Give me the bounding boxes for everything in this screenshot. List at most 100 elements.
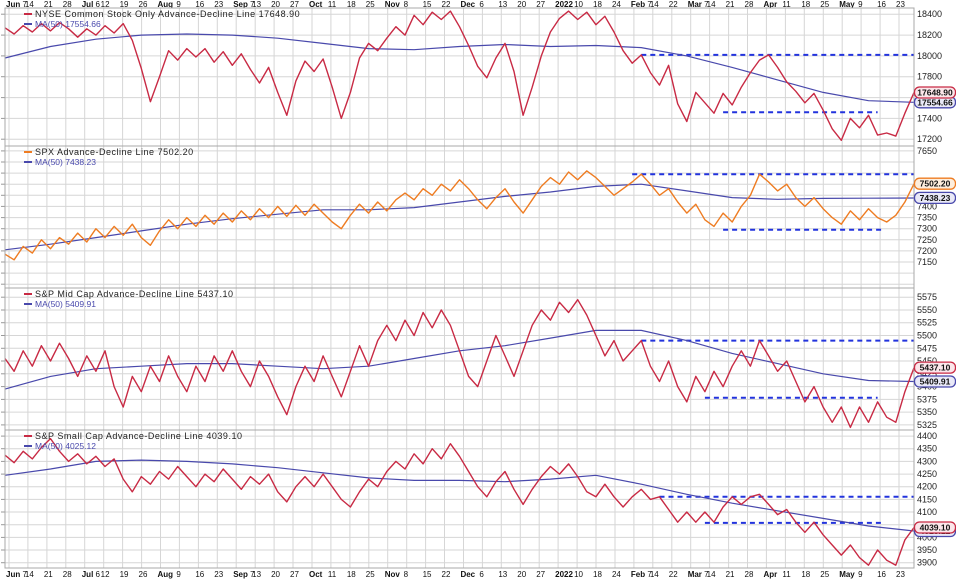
x-tick-label: 23	[896, 0, 905, 9]
y-tick-label: 4400	[917, 431, 937, 441]
x-tick-label: 18	[346, 0, 356, 9]
y-tick-label: 7650	[917, 146, 937, 156]
top-date-axis: Jun 7 14 21 28 Jul 6 12 19 26 Aug 9 16 23 Sep 7 13 20 2…	[0, 0, 956, 10]
x-tick-label: 9	[176, 0, 181, 9]
x-tick-label: 8	[403, 0, 409, 9]
ma50-line	[4, 183, 915, 251]
legend-ma-label: MA(50) 7438.23	[24, 158, 194, 167]
y-tick-label: 7200	[917, 246, 937, 256]
x-tick-label: 14	[24, 570, 34, 579]
x-tick-label: 25	[365, 0, 375, 9]
legend-series-label: NYSE Common Stock Only Advance-Decline L…	[24, 10, 300, 19]
x-tick-label: 18	[801, 570, 811, 579]
x-tick-label: 18	[801, 0, 811, 9]
ma-swatch-icon	[24, 445, 32, 447]
x-tick-label: 9	[858, 0, 863, 9]
y-tick-label: 4300	[917, 456, 937, 466]
x-tick-label: 23	[214, 570, 224, 579]
x-tick-label: May	[839, 0, 855, 9]
panel-legend: NYSE Common Stock Only Advance-Decline L…	[24, 10, 300, 29]
legend-series-label: SPX Advance-Decline Line 7502.20	[24, 148, 194, 157]
x-tick-label: 21	[725, 570, 735, 579]
x-tick-label: 28	[62, 0, 72, 9]
y-tick-label: 17200	[917, 134, 942, 144]
x-tick-label: 2022	[555, 570, 573, 579]
y-tick-label: 5500	[917, 331, 937, 341]
x-tick-label: 27	[536, 570, 546, 579]
y-tick-label: 4250	[917, 469, 937, 479]
x-tick-label: 11	[782, 570, 791, 579]
x-tick-label: 11	[327, 570, 337, 579]
x-tick-label: 19	[119, 570, 129, 579]
x-tick-label: Mar 7	[687, 570, 709, 579]
price-value-label: 7502.20	[920, 179, 951, 189]
price-line	[4, 437, 915, 566]
x-tick-label: 21	[43, 570, 53, 579]
x-tick-label: 15	[422, 0, 432, 9]
x-tick-label: 20	[271, 570, 280, 579]
x-tick-label: 23	[896, 570, 905, 579]
x-tick-label: Jul 6	[81, 0, 100, 9]
series-swatch-icon	[24, 435, 32, 437]
x-tick-label: Apr	[763, 0, 778, 9]
y-tick-label: 5425	[917, 369, 937, 379]
x-tick-label: 24	[611, 0, 621, 9]
panel-legend: SPX Advance-Decline Line 7502.20 MA(50) 7…	[24, 148, 194, 167]
x-tick-label: Dec	[460, 0, 476, 9]
x-tick-label: 13	[498, 570, 508, 579]
x-tick-label: 14	[649, 570, 659, 579]
x-tick-label: Dec	[460, 570, 476, 579]
y-tick-label: 5325	[917, 420, 937, 430]
y-tick-label: 4350	[917, 444, 937, 454]
y-tick-label: 5375	[917, 394, 937, 404]
x-tick-label: 20	[271, 0, 280, 9]
x-tick-label: Mar 7	[687, 0, 709, 9]
y-tick-label: 7150	[917, 257, 937, 267]
x-tick-label: 9	[176, 570, 181, 579]
ma-value-label: 7438.23	[920, 193, 951, 203]
x-tick-label: 22	[441, 0, 451, 9]
x-tick-label: Jul 6	[81, 570, 100, 579]
x-tick-label: Nov	[384, 570, 400, 579]
x-tick-label: 22	[668, 570, 678, 579]
legend-series-label: S&P Small Cap Advance-Decline Line 4039.…	[24, 432, 242, 441]
ma-swatch-icon	[24, 23, 32, 25]
y-tick-label: 4100	[917, 507, 937, 517]
panel-legend: S&P Small Cap Advance-Decline Line 4039.…	[24, 432, 242, 451]
x-tick-label: 2022	[555, 0, 573, 9]
x-tick-label: 26	[138, 570, 148, 579]
price-value-label: 4039.10	[920, 523, 951, 533]
x-tick-label: 21	[725, 0, 735, 9]
x-tick-label: 22	[441, 570, 451, 579]
price-value-label: 5437.10	[920, 363, 951, 373]
price-line	[4, 299, 915, 429]
x-tick-label: 8	[403, 570, 409, 579]
y-tick-label: 4150	[917, 494, 937, 504]
x-tick-label: 16	[195, 570, 205, 579]
ma-swatch-icon	[24, 303, 32, 305]
y-tick-label: 7250	[917, 235, 937, 245]
y-tick-label: 4200	[917, 482, 937, 492]
x-tick-label: 13	[252, 570, 262, 579]
x-tick-label: 10	[574, 570, 583, 579]
x-tick-label: 10	[574, 0, 583, 9]
x-tick-label: 6	[479, 570, 484, 579]
x-tick-label: 11	[327, 0, 337, 9]
x-tick-label: 16	[877, 570, 886, 579]
x-tick-label: 25	[365, 570, 375, 579]
x-tick-label: 12	[100, 570, 110, 579]
ma-swatch-icon	[24, 161, 32, 163]
x-tick-label: Jun 7	[6, 0, 27, 9]
x-tick-label: 13	[252, 0, 262, 9]
x-tick-label: Feb 7	[630, 570, 652, 579]
y-tick-label: 18400	[917, 9, 942, 19]
x-tick-label: May	[839, 570, 855, 579]
x-tick-label: 18	[346, 570, 356, 579]
x-tick-label: 18	[593, 0, 602, 9]
series-swatch-icon	[24, 13, 32, 15]
x-tick-label: Aug	[157, 0, 174, 9]
x-tick-label: 12	[100, 0, 110, 9]
legend-ma-label: MA(50) 4025.12	[24, 442, 242, 451]
